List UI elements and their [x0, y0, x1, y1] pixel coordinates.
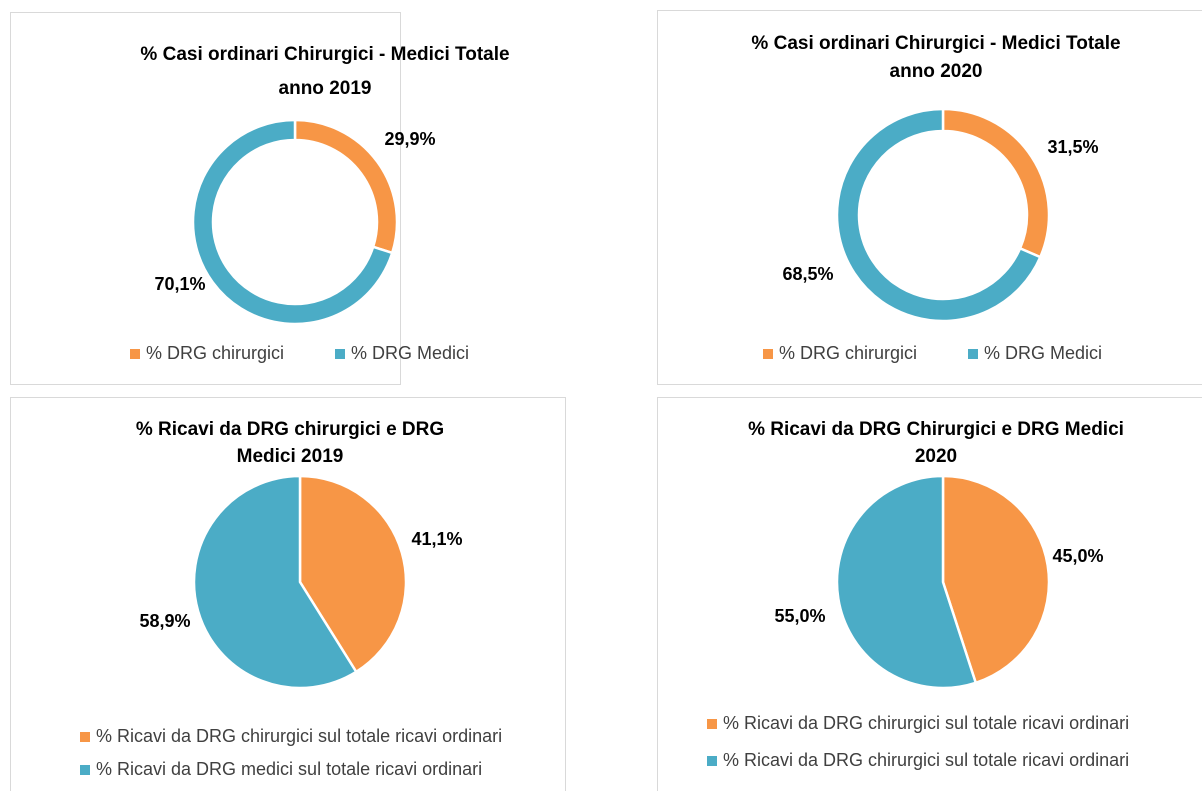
panel: [657, 10, 1202, 385]
data-label: 45,0%: [1052, 546, 1103, 566]
legend-label: % Ricavi da DRG medici sul totale ricavi…: [96, 759, 482, 779]
legend-label: % Ricavi da DRG chirurgici sul totale ri…: [723, 713, 1129, 733]
chart-title: anno 2019: [279, 78, 372, 99]
chart-title: % Casi ordinari Chirurgici - Medici Tota…: [140, 44, 509, 65]
chart-title: % Ricavi da DRG chirurgici e DRG: [136, 419, 444, 440]
legend-label: % DRG chirurgici: [779, 343, 917, 363]
legend-marker: [335, 349, 345, 359]
data-label: 31,5%: [1047, 137, 1098, 157]
data-label: 70,1%: [154, 274, 205, 294]
legend-marker: [80, 732, 90, 742]
legend-marker: [80, 765, 90, 775]
legend-marker: [130, 349, 140, 359]
legend-marker: [763, 349, 773, 359]
chart-title: anno 2020: [890, 61, 983, 82]
data-label: 29,9%: [384, 129, 435, 149]
slice: [192, 474, 358, 690]
legend-label: % Ricavi da DRG chirurgici sul totale ri…: [96, 726, 502, 746]
legend-marker: [707, 719, 717, 729]
data-label: 58,9%: [139, 611, 190, 631]
slice: [941, 474, 1051, 685]
data-label: 68,5%: [782, 264, 833, 284]
chart-title: 2020: [915, 446, 957, 467]
chart-title: % Ricavi da DRG Chirurgici e DRG Medici: [748, 419, 1124, 440]
chart-title: % Casi ordinari Chirurgici - Medici Tota…: [751, 33, 1120, 54]
legend-marker: [968, 349, 978, 359]
data-label: 41,1%: [411, 529, 462, 549]
data-label: 55,0%: [774, 606, 825, 626]
slice: [835, 474, 978, 690]
legend-label: % DRG Medici: [351, 343, 469, 363]
slice: [191, 118, 394, 326]
legend-label: % DRG chirurgici: [146, 343, 284, 363]
legend-label: % DRG Medici: [984, 343, 1102, 363]
legend-marker: [707, 756, 717, 766]
legend-label: % Ricavi da DRG chirurgici sul totale ri…: [723, 750, 1129, 770]
slice: [835, 107, 1042, 323]
chart-title: Medici 2019: [237, 446, 344, 467]
